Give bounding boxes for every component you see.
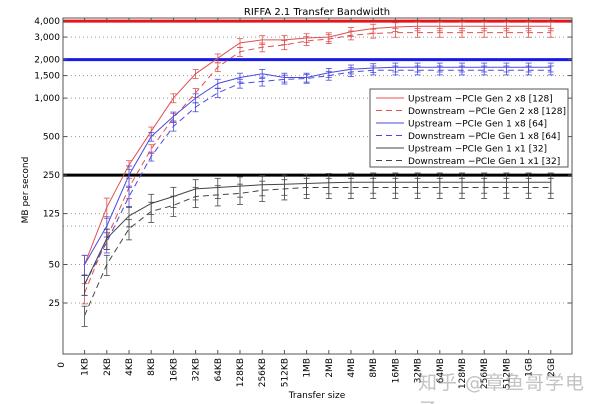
x-tick-label: 2KB xyxy=(103,358,113,376)
legend-label: Upstream −PCIe Gen 1 x1 [32] xyxy=(408,145,547,155)
x-tick-label: 64KB xyxy=(214,358,224,382)
x-tick-label: 64MB xyxy=(436,358,446,383)
y-tick-label: 1,000 xyxy=(34,94,60,104)
legend-label: Downstream −PCIe Gen 2 x8 [128] xyxy=(408,107,566,117)
y-tick-label: 500 xyxy=(43,133,60,143)
x-tick-label: 512MB xyxy=(502,358,512,389)
x-tick-label: 8KB xyxy=(147,358,157,376)
legend-label: Downstream −PCIe Gen 1 x8 [64] xyxy=(408,132,560,142)
series-line-2 xyxy=(84,66,551,265)
x-axis-label: Transfer size xyxy=(288,391,346,401)
y-tick-label: 0 xyxy=(57,362,67,368)
y-tick-label: 3,000 xyxy=(34,33,60,43)
x-tick-label: 32KB xyxy=(192,358,202,382)
y-tick-label: 1,500 xyxy=(34,72,60,82)
y-axis-label: MB per second xyxy=(21,157,31,224)
x-tick-label: 256KB xyxy=(258,358,268,387)
series-line-4 xyxy=(84,181,551,285)
x-tick-label: 256MB xyxy=(480,358,490,389)
x-tick-label: 128MB xyxy=(458,358,468,389)
x-tick-label: 4MB xyxy=(347,358,357,378)
y-tick-label: 250 xyxy=(43,171,60,181)
x-tick-label: 512KB xyxy=(280,358,290,387)
y-tick-label: 4,000 xyxy=(34,17,60,27)
x-tick-label: 2MB xyxy=(325,358,335,378)
series-line-0 xyxy=(84,25,551,265)
series-line-3 xyxy=(84,69,551,285)
y-tick-label: 2,000 xyxy=(34,56,60,66)
x-tick-label: 4KB xyxy=(125,358,135,376)
y-tick-label: 50 xyxy=(49,261,61,271)
legend: Upstream −PCIe Gen 2 x8 [128] Downstream … xyxy=(369,88,569,168)
x-tick-label: 16MB xyxy=(391,358,401,383)
y-tick-label: 25 xyxy=(49,299,60,309)
legend-label: Downstream −PCIe Gen 1 x1 [32] xyxy=(408,157,560,167)
x-tick-label: 1GB xyxy=(525,358,535,377)
legend-label: Upstream −PCIe Gen 1 x8 [64] xyxy=(408,120,547,130)
legend-box xyxy=(369,88,569,168)
x-tick-label: 2GB xyxy=(547,358,557,377)
y-tick-label: 125 xyxy=(43,210,60,220)
x-tick-label: 1KB xyxy=(81,358,91,376)
legend-label: Upstream −PCIe Gen 2 x8 [128] xyxy=(408,95,553,105)
x-tick-label: 128KB xyxy=(236,358,246,387)
x-tick-label: 8MB xyxy=(369,358,379,378)
x-tick-label: 32MB xyxy=(414,358,424,383)
x-tick-label: 1MB xyxy=(303,358,313,378)
x-tick-label: 16KB xyxy=(169,358,179,382)
series-line-5 xyxy=(84,187,551,316)
series-line-1 xyxy=(84,32,551,294)
watermark: 知乎 @章鱼哥学电子 xyxy=(418,372,586,404)
plot-frame xyxy=(62,17,573,355)
chart-title: RIFFA 2.1 Transfer Bandwidth xyxy=(244,7,390,18)
